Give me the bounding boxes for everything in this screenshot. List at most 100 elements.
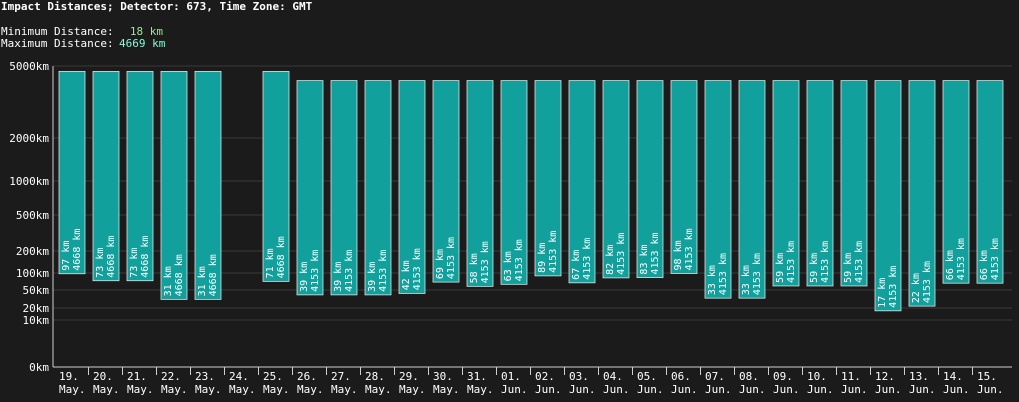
- x-tick-label-day: 23.: [195, 370, 215, 383]
- range-bar: [874, 80, 902, 312]
- bar-min-label: 17 km: [877, 278, 888, 308]
- y-tick-label: 20km: [23, 302, 50, 315]
- bar-max-label: 4153 km: [650, 232, 661, 274]
- x-tick-label-month: May.: [195, 383, 222, 396]
- x-tick-label-month: May.: [399, 383, 426, 396]
- bar-min-label: 59 km: [809, 253, 820, 283]
- bar-max-label: 4153 km: [480, 241, 491, 283]
- bar-max-label: 4668 km: [276, 236, 287, 278]
- bar-max-label: 4153 km: [548, 231, 559, 273]
- x-tick-label-month: May.: [467, 383, 494, 396]
- range-bar: [92, 70, 120, 282]
- x-tick-label-month: May.: [433, 383, 460, 396]
- x-tick-label-month: May.: [161, 383, 188, 396]
- x-tick-label-month: Jun.: [671, 383, 698, 396]
- bar-min-label: 97 km: [61, 241, 72, 271]
- bar-min-label: 63 km: [503, 251, 514, 281]
- y-tick-label: 200km: [16, 245, 49, 258]
- x-tick-label-day: 04.: [603, 370, 623, 383]
- x-tick-label-month: Jun.: [637, 383, 664, 396]
- min-distance-label: Minimum Distance:: [1, 25, 114, 38]
- bar-max-label: 4668 km: [140, 236, 151, 278]
- bar-max-label: 4153 km: [684, 228, 695, 270]
- min-distance-value: 18 km: [129, 25, 163, 38]
- y-tick-label: 1000km: [9, 175, 49, 188]
- x-tick-label-day: 01.: [501, 370, 521, 383]
- bar-min-label: 73 km: [95, 248, 106, 278]
- bar-min-label: 98 km: [673, 240, 684, 270]
- bar-min-label: 58 km: [469, 253, 480, 283]
- bar-min-label: 39 km: [333, 262, 344, 292]
- y-tick-label: 500km: [16, 209, 49, 222]
- range-bar: [398, 80, 426, 294]
- max-distance-label: Maximum Distance:: [1, 37, 114, 50]
- x-tick-label-day: 10.: [807, 370, 827, 383]
- bar-min-label: 73 km: [129, 248, 140, 278]
- bar-min-label: 89 km: [537, 243, 548, 273]
- x-tick-label-month: Jun.: [569, 383, 596, 396]
- bar-min-label: 31 km: [163, 266, 174, 296]
- bar-min-label: 66 km: [979, 250, 990, 280]
- range-bar: [126, 70, 154, 282]
- x-tick-label-month: May.: [93, 383, 120, 396]
- x-tick-label-month: May.: [59, 383, 86, 396]
- x-tick-label-day: 26.: [297, 370, 317, 383]
- x-tick-label-day: 02.: [535, 370, 555, 383]
- x-tick-label-month: Jun.: [501, 383, 528, 396]
- range-bar: [160, 70, 188, 300]
- x-tick-label-day: 15.: [977, 370, 997, 383]
- range-bar: [568, 80, 596, 284]
- range-bar: [432, 80, 460, 283]
- range-bar: [534, 80, 562, 277]
- x-tick-label-day: 11.: [841, 370, 861, 383]
- bar-max-label: 4153 km: [990, 238, 1001, 280]
- range-bar: [500, 80, 528, 285]
- x-tick-label-month: May.: [331, 383, 358, 396]
- range-bar: [942, 80, 970, 284]
- range-bar: [466, 80, 494, 287]
- x-tick-label-day: 25.: [263, 370, 283, 383]
- bar-max-label: 4153 km: [310, 250, 321, 292]
- x-tick-label-month: May.: [365, 383, 392, 396]
- x-tick-label-day: 07.: [705, 370, 725, 383]
- max-distance-value: 4669 km: [119, 37, 166, 50]
- bar-min-label: 69 km: [435, 249, 446, 279]
- x-tick-label-day: 12.: [875, 370, 895, 383]
- bar-max-label: 4153 km: [956, 238, 967, 280]
- x-tick-label-month: Jun.: [977, 383, 1004, 396]
- bar-max-label: 4153 km: [344, 250, 355, 292]
- x-tick-label-month: Jun.: [705, 383, 732, 396]
- range-bar: [262, 70, 290, 282]
- bar-max-label: 4153 km: [378, 250, 389, 292]
- range-bar: [840, 80, 868, 287]
- bar-min-label: 31 km: [197, 266, 208, 296]
- x-tick-label-day: 20.: [93, 370, 113, 383]
- bar-max-label: 4668 km: [106, 236, 117, 278]
- x-tick-label-day: 06.: [671, 370, 691, 383]
- y-tick-label: 10km: [23, 314, 50, 327]
- bar-min-label: 71 km: [265, 248, 276, 278]
- bar-min-label: 59 km: [843, 253, 854, 283]
- x-tick-label-day: 28.: [365, 370, 385, 383]
- x-tick-label-month: Jun.: [739, 383, 766, 396]
- bar-max-label: 4153 km: [854, 241, 865, 283]
- bar-min-label: 83 km: [639, 244, 650, 274]
- bar-min-label: 82 km: [605, 245, 616, 275]
- x-tick-label-day: 31.: [467, 370, 487, 383]
- bar-min-label: 39 km: [367, 262, 378, 292]
- y-tick-label: 0km: [29, 361, 49, 374]
- x-tick-label-day: 19.: [59, 370, 79, 383]
- bar-max-label: 4153 km: [412, 248, 423, 290]
- range-bar: [772, 80, 800, 287]
- x-tick-label-day: 21.: [127, 370, 147, 383]
- bar-max-label: 4153 km: [446, 237, 457, 279]
- bar-max-label: 4153 km: [616, 233, 627, 275]
- x-tick-label-month: May.: [127, 383, 154, 396]
- range-bar: [976, 80, 1004, 284]
- bar-max-label: 4153 km: [922, 261, 933, 303]
- bar-min-label: 66 km: [945, 250, 956, 280]
- bar-min-label: 67 km: [571, 250, 582, 280]
- range-bar: [296, 80, 324, 296]
- x-tick-label-day: 08.: [739, 370, 759, 383]
- bar-min-label: 42 km: [401, 260, 412, 290]
